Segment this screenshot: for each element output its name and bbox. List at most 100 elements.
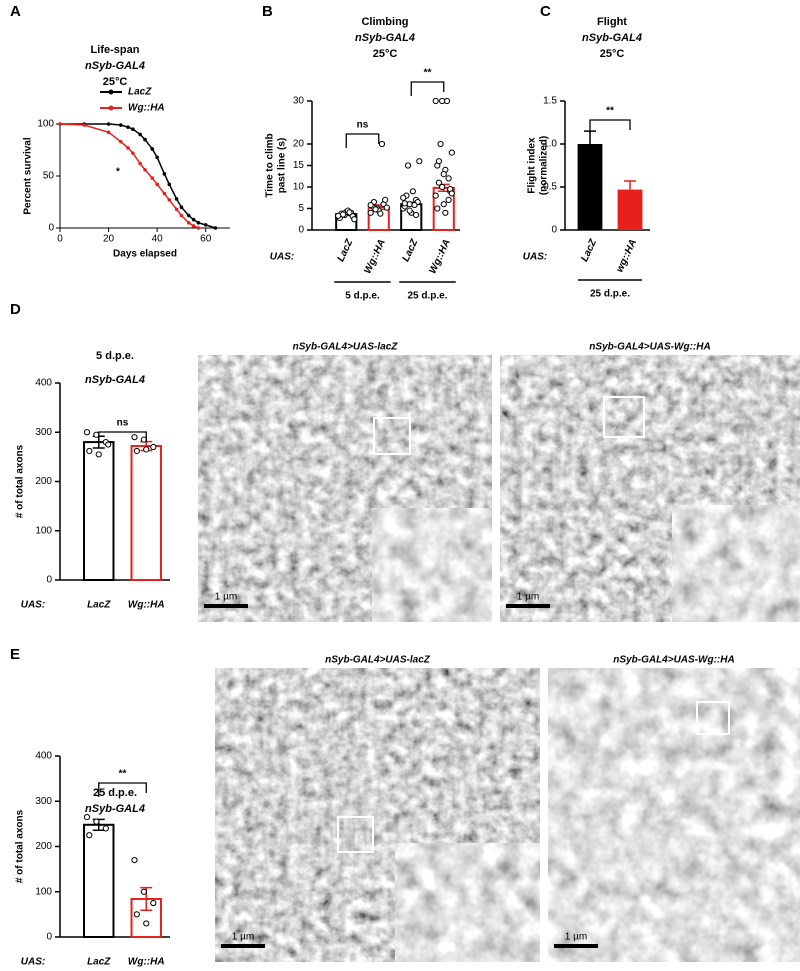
zoom-box xyxy=(373,417,411,455)
y-tick-label: 5 xyxy=(298,203,304,214)
data-point xyxy=(335,212,342,219)
y-tick-label: 100 xyxy=(35,886,52,897)
survival-point xyxy=(203,223,208,227)
y-tick-label: 0 xyxy=(46,932,52,943)
survival-point xyxy=(162,191,167,196)
survival-point xyxy=(213,226,218,230)
survival-point xyxy=(162,172,167,176)
data-point xyxy=(404,162,412,169)
survival-point xyxy=(186,213,191,218)
y-tick-label: 400 xyxy=(35,751,52,762)
data-point xyxy=(83,813,91,821)
micrograph-inset xyxy=(671,504,800,623)
data-point xyxy=(383,204,390,211)
legend-label: LacZ xyxy=(128,87,152,98)
data-point xyxy=(416,158,423,165)
x-tick-label: 20 xyxy=(103,234,115,245)
significance-label: ** xyxy=(606,106,614,117)
survival-point xyxy=(106,122,111,126)
data-point xyxy=(409,188,416,195)
chart-title: Life-span xyxy=(91,44,140,56)
survival-point xyxy=(174,197,179,201)
row-label: UAS: xyxy=(523,252,547,263)
row-label: UAS: xyxy=(21,600,45,611)
x-tick-label: LacZ xyxy=(579,237,599,264)
chart-condition: 25°C xyxy=(373,48,398,60)
x-tick-label: LacZ xyxy=(87,600,111,611)
data-point xyxy=(448,190,455,197)
survival-point xyxy=(196,226,201,230)
micrograph-inset xyxy=(639,839,800,963)
data-point xyxy=(143,446,150,453)
data-point xyxy=(105,441,112,448)
chart-subtitle: nSyb-GAL4 xyxy=(355,32,415,44)
group-label: 25 d.p.e. xyxy=(407,291,447,302)
y-tick-label: 200 xyxy=(35,476,52,487)
chart-subtitle: nSyb-GAL4 xyxy=(582,32,642,44)
data-point xyxy=(406,207,413,214)
y-axis-label: (normalized) xyxy=(539,136,550,195)
survival-point xyxy=(179,213,184,218)
x-tick-label: LacZ xyxy=(401,237,421,264)
panel-label: E xyxy=(10,646,20,663)
data-point xyxy=(440,201,447,208)
significance-label: ** xyxy=(119,769,127,780)
survival-point xyxy=(58,122,62,126)
survival-point xyxy=(179,205,184,209)
data-point xyxy=(432,97,439,105)
data-point xyxy=(439,183,446,191)
chart-subtitle: nSyb-GAL4 xyxy=(85,803,145,815)
data-point xyxy=(93,818,100,825)
significance-bracket xyxy=(98,782,147,797)
row-label: UAS: xyxy=(270,252,294,263)
survival-point xyxy=(155,182,159,187)
survival-point xyxy=(186,221,191,225)
data-point xyxy=(143,920,150,927)
survival-point xyxy=(191,224,196,228)
error-bar xyxy=(624,180,636,199)
data-point xyxy=(131,856,138,864)
y-tick-label: 1.5 xyxy=(543,96,557,107)
survival-line xyxy=(59,123,199,229)
chart-title: Climbing xyxy=(361,16,408,28)
x-tick-label: Wg::HA xyxy=(128,957,165,968)
group-label: 5 d.p.e. xyxy=(345,291,380,302)
chart-subtitle: nSyb-GAL4 xyxy=(85,60,145,72)
data-point xyxy=(440,171,447,178)
chart-title: Flight xyxy=(597,16,627,28)
survival-point xyxy=(191,217,196,222)
survival-point xyxy=(131,127,135,131)
chart-condition: 25°C xyxy=(103,76,128,88)
bar xyxy=(577,144,603,230)
data-point xyxy=(131,434,138,441)
y-tick-label: 0 xyxy=(48,223,54,234)
data-point xyxy=(400,194,407,201)
data-point xyxy=(434,205,441,212)
data-point xyxy=(140,888,147,895)
survival-point xyxy=(106,130,111,135)
survival-point xyxy=(138,161,142,166)
data-point xyxy=(351,216,358,223)
y-tick-label: 15 xyxy=(293,160,305,171)
data-point xyxy=(411,201,418,209)
group-label: 25 d.p.e. xyxy=(590,289,630,300)
scale-label: 1 µm xyxy=(565,932,587,943)
y-tick-label: 100 xyxy=(37,119,54,130)
data-point xyxy=(83,429,91,436)
y-axis-label: # of total axons xyxy=(15,809,26,883)
x-tick-label: 0 xyxy=(57,234,63,245)
data-point xyxy=(86,447,93,455)
data-point xyxy=(445,175,452,182)
zoom-box xyxy=(337,816,374,853)
survival-point xyxy=(82,123,87,127)
y-tick-label: 100 xyxy=(35,525,52,536)
scale-label: 1 µm xyxy=(517,592,539,603)
data-point xyxy=(448,149,455,156)
micrograph-caption: nSyb-GAL4>UAS-Wg::HA xyxy=(589,342,710,353)
significance-label: ** xyxy=(424,68,432,79)
bar xyxy=(130,445,162,582)
data-point xyxy=(377,210,384,217)
significance-bracket xyxy=(410,81,445,96)
micrograph-caption: nSyb-GAL4>UAS-lacZ xyxy=(325,655,431,666)
